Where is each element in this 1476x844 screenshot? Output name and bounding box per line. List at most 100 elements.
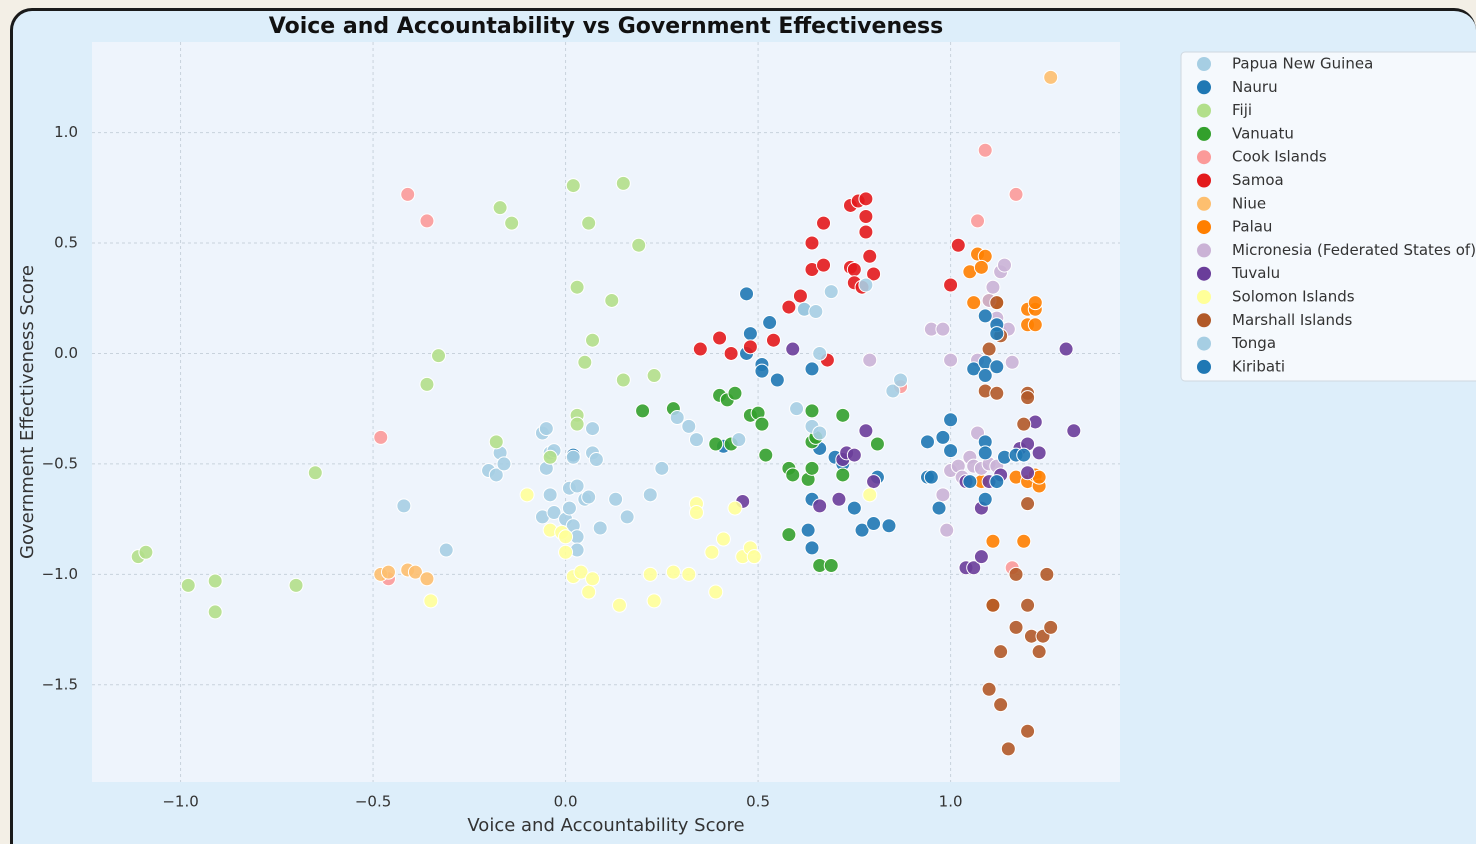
data-point [615,175,631,191]
data-point [785,467,801,483]
data-point [981,341,997,357]
data-point [846,500,862,516]
data-point [973,259,989,275]
data-point [558,529,574,545]
data-point [804,540,820,556]
data-point [138,544,154,560]
data-point [608,491,624,507]
data-point [727,500,743,516]
data-point [1039,566,1055,582]
data-point [407,564,423,580]
data-point [569,478,585,494]
legend-label: Papua New Guinea [1232,55,1373,73]
data-point [858,224,874,240]
data-point [869,436,885,452]
data-point [577,354,593,370]
data-point [804,460,820,476]
data-point [727,385,743,401]
legend-label: Solomon Islands [1232,288,1355,306]
data-point [1066,423,1082,439]
data-point [966,560,982,576]
data-point [307,465,323,481]
data-point [646,593,662,609]
data-point [893,372,909,388]
data-point [989,359,1005,375]
legend-label: Micronesia (Federated States of) [1232,241,1476,259]
data-point [854,522,870,538]
data-point [396,498,412,514]
data-point [758,447,774,463]
data-point [781,527,797,543]
data-point [781,299,797,315]
data-point [931,500,947,516]
legend-label: Palau [1232,218,1272,236]
data-point [692,341,708,357]
data-point [881,518,897,534]
data-point [561,500,577,516]
data-point [708,436,724,452]
data-point [573,564,589,580]
data-point [935,487,951,503]
data-point [1020,496,1036,512]
data-point [765,332,781,348]
data-point [419,376,435,392]
data-point [438,542,454,558]
data-point [862,248,878,264]
data-point [935,429,951,445]
legend-label: Samoa [1232,171,1284,189]
data-point [943,277,959,293]
data-point [858,191,874,207]
data-point [923,469,939,485]
data-point [704,544,720,560]
legend-label: Fiji [1232,101,1252,119]
data-point [993,697,1009,713]
data-point [962,474,978,490]
data-point [504,215,520,231]
data-point [604,292,620,308]
data-point [977,142,993,158]
x-tick-label: −0.5 [355,793,391,811]
data-point [742,339,758,355]
legend-marker [1197,290,1211,304]
data-point [1027,317,1043,333]
data-point [1058,341,1074,357]
data-point [431,348,447,364]
legend-marker [1197,150,1211,165]
data-point [769,372,785,388]
legend-marker [1197,336,1211,351]
data-point [581,489,597,505]
data-point [754,363,770,379]
data-point [669,410,685,426]
y-tick-label: −1.0 [42,565,78,583]
data-point [993,644,1009,660]
data-point [823,558,839,574]
data-point [611,597,627,613]
data-point [792,288,808,304]
data-point [846,447,862,463]
data-point [1004,354,1020,370]
data-point [492,200,508,216]
data-point [977,491,993,507]
data-point [1020,723,1036,739]
data-point [581,215,597,231]
data-point [866,266,882,282]
data-point [746,549,762,565]
data-point [812,498,828,514]
data-point [858,423,874,439]
legend-marker [1197,266,1211,281]
data-point [1020,597,1036,613]
data-point [989,295,1005,311]
data-point [1000,741,1016,757]
data-point [180,577,196,593]
data-point [885,383,901,399]
data-point [569,279,585,295]
data-point [804,403,820,419]
legend-marker [1197,196,1211,211]
data-point [585,421,601,437]
data-point [1020,390,1036,406]
legend-marker [1197,57,1211,71]
y-tick-label: −0.5 [42,454,78,472]
data-point [1008,619,1024,635]
legend-marker [1197,220,1211,235]
data-point [712,330,728,346]
